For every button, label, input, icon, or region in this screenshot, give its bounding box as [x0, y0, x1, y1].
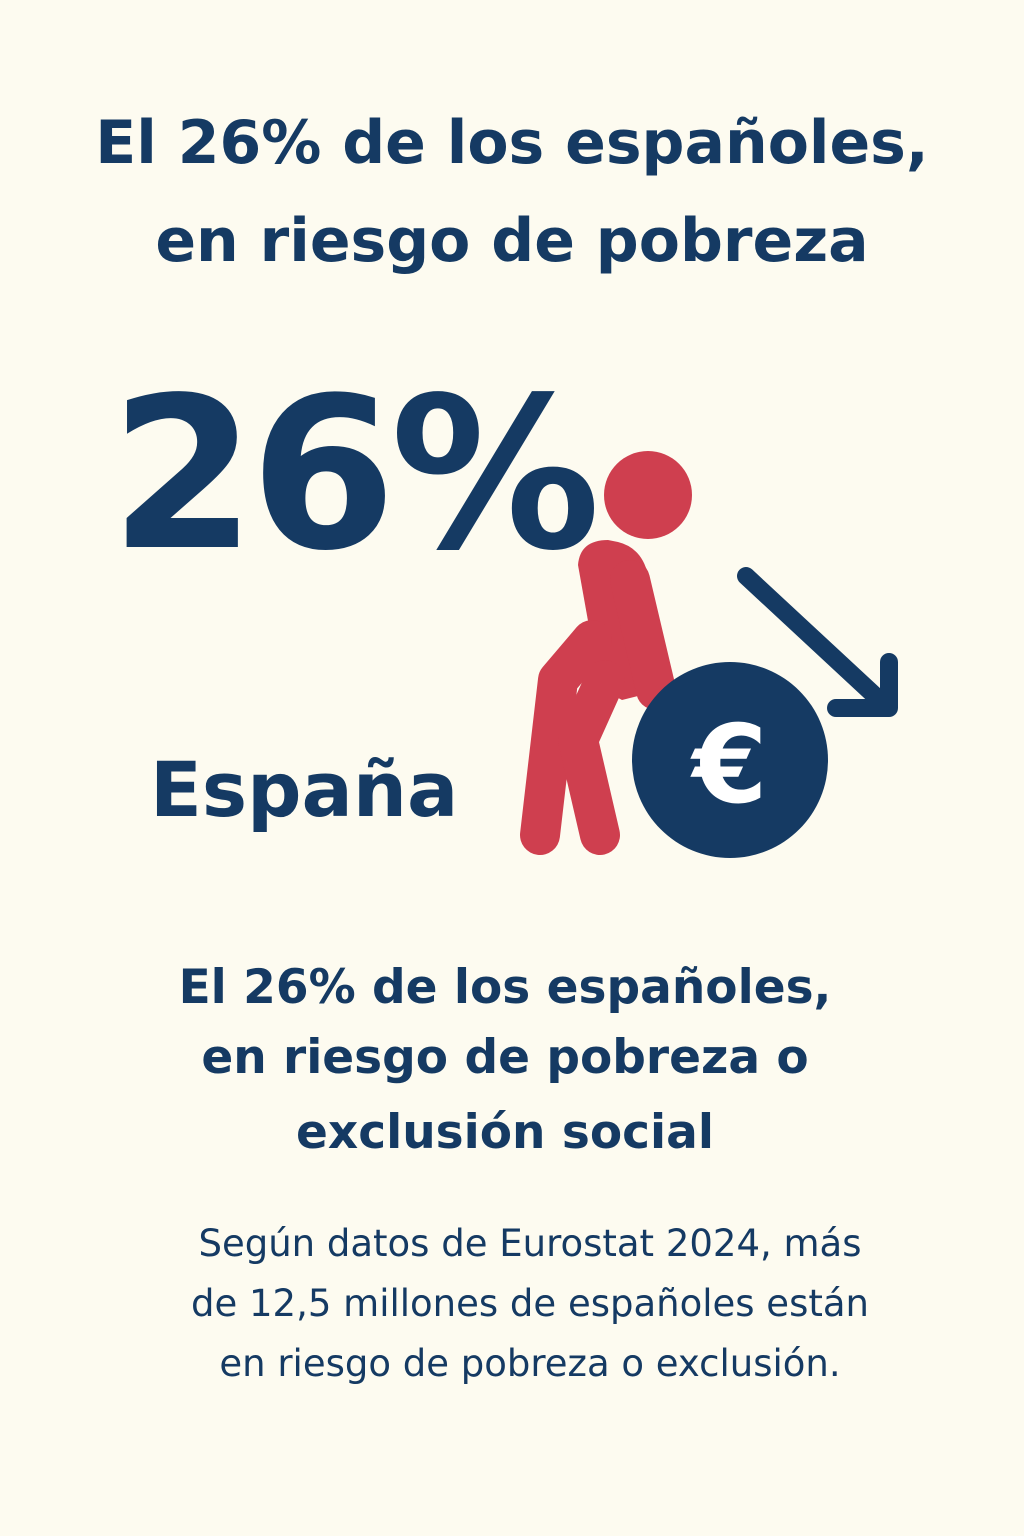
euro-coin-icon — [632, 662, 828, 858]
euro-symbol: € — [692, 703, 768, 828]
subheadline-line-1: El 26% de los españoles, — [178, 960, 832, 1015]
headline-line-1: El 26% de los españoles, — [95, 108, 929, 178]
subheadline-line-3: exclusión social — [296, 1105, 714, 1160]
country-label: España — [150, 745, 459, 834]
headline-line-2: en riesgo de pobreza — [155, 206, 869, 276]
body-text-line-2: de 12,5 millones de españoles están — [191, 1282, 869, 1325]
poverty-illustration — [520, 451, 898, 858]
subheadline-line-2: en riesgo de pobreza o — [201, 1030, 809, 1085]
body-text-line-3: en riesgo de pobreza o exclusión. — [219, 1342, 841, 1385]
arrow-down-right-icon — [737, 567, 898, 717]
big-percentage: 26% — [110, 352, 601, 597]
body-text-line-1: Según datos de Eurostat 2024, más — [198, 1222, 862, 1265]
stooped-person-icon — [520, 451, 692, 855]
